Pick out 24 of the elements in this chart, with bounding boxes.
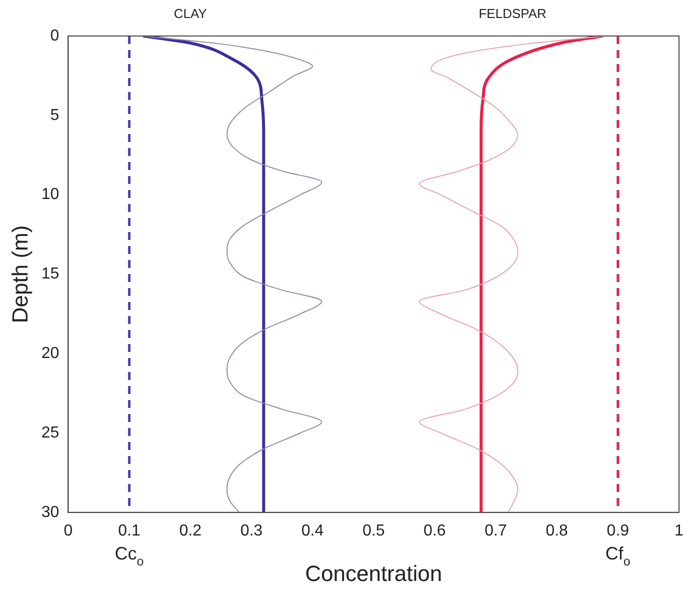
x-tick-label: 0.7 [484,522,507,540]
x-tick-label: 1 [674,522,684,540]
x-tick-label: 0.1 [118,522,140,540]
y-tick-label: 25 [41,424,60,442]
x-tick-label: 0.2 [179,522,202,540]
y-tick-label: 10 [41,186,60,204]
text: CLAY [174,6,208,21]
x-tick-label: 0.3 [240,522,263,540]
x-tick-label: 0 [64,522,73,540]
x-tick-label: 0.9 [606,522,630,540]
x-tick-label: 0.6 [424,522,446,540]
y-axis-title: Depth (m) [7,225,32,324]
x-tick-label: 0.4 [301,522,324,540]
x-tick-label: 0.8 [546,522,568,540]
y-tick-label: 0 [50,27,60,44]
text: FELDSPAR [478,6,546,21]
y-tick-label: 20 [41,345,60,362]
y-tick-label: 15 [41,266,60,283]
y-tick-label: 5 [50,106,60,124]
x-tick-label: 0.5 [362,522,385,540]
y-tick-label: 30 [41,504,60,521]
line-series [142,36,266,512]
x-axis-title: Concentration [305,560,442,586]
line-series [480,36,604,512]
